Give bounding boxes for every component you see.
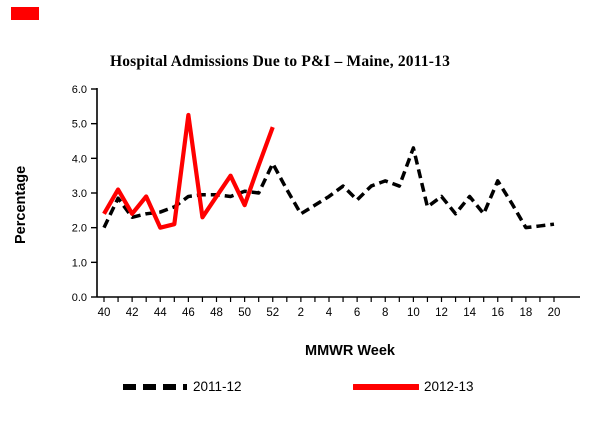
legend-label-2011-12: 2011-12 bbox=[193, 379, 242, 394]
y-tick-label: 1.0 bbox=[72, 257, 87, 269]
chart-title: Hospital Admissions Due to P&I – Maine, … bbox=[109, 53, 451, 70]
y-axis-title: Percentage bbox=[13, 165, 29, 245]
y-tick-label: 0.0 bbox=[72, 292, 87, 304]
legend-label-2012-13: 2012-13 bbox=[424, 379, 474, 394]
x-axis-title: MMWR Week bbox=[305, 343, 395, 359]
x-tick-label: 14 bbox=[463, 307, 476, 319]
x-tick-label: 48 bbox=[210, 307, 223, 319]
x-tick-label: 20 bbox=[548, 307, 561, 319]
dashed-line-sample-icon bbox=[123, 383, 187, 390]
x-tick-label: 40 bbox=[98, 307, 111, 319]
y-tick-label: 5.0 bbox=[72, 119, 87, 131]
x-tick-label: 12 bbox=[435, 307, 448, 319]
x-tick-label: 44 bbox=[154, 307, 167, 319]
y-tick-label: 6.0 bbox=[72, 84, 87, 96]
series-line-2011-12 bbox=[102, 146, 555, 230]
legend-item-2012-13: 2012-13 bbox=[353, 379, 474, 394]
x-tick-label: 18 bbox=[519, 307, 532, 319]
x-tick-label: 50 bbox=[238, 307, 251, 319]
red-accent-mark bbox=[11, 7, 39, 20]
x-tick-label: 8 bbox=[382, 307, 388, 319]
y-tick-label: 3.0 bbox=[72, 188, 87, 200]
y-tick-label: 4.0 bbox=[72, 153, 87, 165]
x-tick-label: 16 bbox=[491, 307, 504, 319]
solid-line-sample-icon bbox=[353, 383, 419, 390]
x-tick-label: 2 bbox=[298, 307, 304, 319]
x-tick-label: 10 bbox=[407, 307, 420, 319]
x-tick-label: 46 bbox=[182, 307, 195, 319]
legend-item-2011-12: 2011-12 bbox=[122, 379, 242, 394]
x-tick-label: 42 bbox=[126, 307, 139, 319]
y-tick-label: 2.0 bbox=[72, 223, 87, 235]
x-tick-label: 6 bbox=[354, 307, 360, 319]
x-tick-label: 52 bbox=[266, 307, 279, 319]
x-tick-label: 4 bbox=[326, 307, 333, 319]
series-line-2012-13 bbox=[102, 112, 275, 230]
